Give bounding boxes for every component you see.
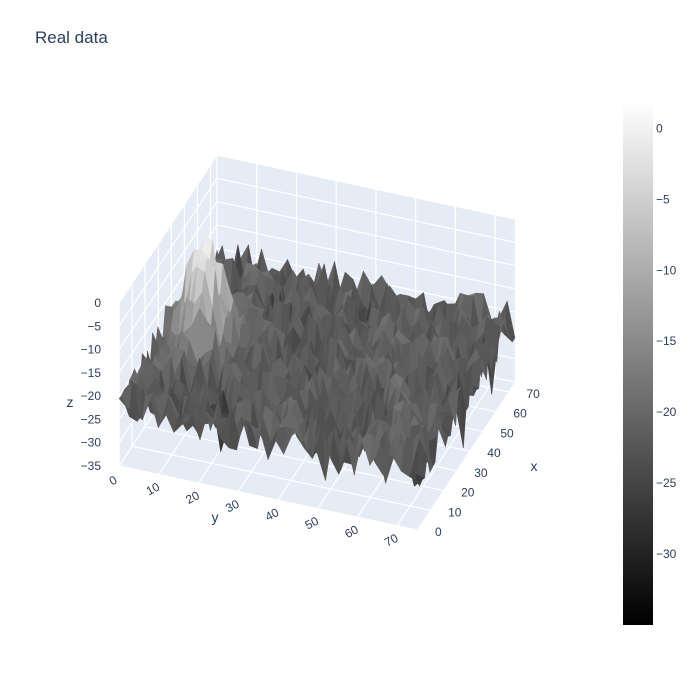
y-tick-label: 70 xyxy=(382,531,401,550)
colorbar-tick-label: −25 xyxy=(656,476,677,490)
y-tick-label: 60 xyxy=(342,522,361,541)
z-tick-label: −5 xyxy=(87,319,101,333)
y-tick-label: 10 xyxy=(144,480,163,499)
z-tick-label: −30 xyxy=(81,436,102,450)
grid-z-back xyxy=(216,200,516,267)
x-tick-label: 70 xyxy=(526,387,540,401)
z-tick-label: −10 xyxy=(81,343,102,357)
colorbar-tick-label: −30 xyxy=(656,547,677,561)
grid-z-back xyxy=(216,224,516,290)
grid-y-floor xyxy=(131,445,431,511)
z-tick-label: −20 xyxy=(81,389,102,403)
grid-z-side xyxy=(118,201,218,350)
z-tick-label: −15 xyxy=(81,366,102,380)
x-tick-label: 10 xyxy=(448,505,462,519)
chart-title: Real data xyxy=(35,28,108,47)
z-tick-label: −25 xyxy=(81,412,102,426)
y-tick-label: 0 xyxy=(107,473,120,489)
x-tick-label: 0 xyxy=(435,525,442,539)
y-tick-label: 40 xyxy=(263,505,282,524)
z-axis-label: z xyxy=(67,394,74,410)
y-tick-label: 30 xyxy=(223,497,242,516)
colorbar-tick-label: −20 xyxy=(656,405,677,419)
y-tick-label: 50 xyxy=(303,514,322,533)
y-axis-label: y xyxy=(212,509,219,525)
axis-ticks: 0 10 20 30 40 50 60 70 0 10 20 30 40 50 60 70 0 −5 −10 −15 −… xyxy=(67,296,541,550)
z-tick-label: 0 xyxy=(94,296,101,310)
x-tick-label: 60 xyxy=(513,407,527,421)
x-tick-label: 50 xyxy=(500,426,514,440)
surface-cell xyxy=(408,470,420,487)
grid-y-floor xyxy=(118,465,418,531)
x-tick-label: 30 xyxy=(474,466,488,480)
x-tick-label: 20 xyxy=(461,486,475,500)
colorbar: 0 −5 −10 −15 −20 −25 −30 xyxy=(623,100,677,625)
z-tick-label: −35 xyxy=(81,459,102,473)
colorbar-tick-label: 0 xyxy=(656,121,663,135)
y-tick-label: 20 xyxy=(183,488,202,507)
colorbar-tick-label: −15 xyxy=(656,334,677,348)
x-axis-label: x xyxy=(531,458,538,474)
colorbar-tick-label: −10 xyxy=(656,263,677,277)
grid-z-side xyxy=(118,177,218,327)
colorbar-tick-label: −5 xyxy=(656,192,670,206)
grid-z-side xyxy=(118,154,218,304)
surface-mesh[interactable] xyxy=(118,234,516,487)
grid-z-back xyxy=(216,154,516,220)
grid-x-floor xyxy=(396,377,496,527)
grid-y-floor xyxy=(145,425,444,492)
x-tick-label: 40 xyxy=(487,446,501,460)
colorbar-gradient xyxy=(623,100,653,625)
grid-z-back xyxy=(216,177,516,243)
